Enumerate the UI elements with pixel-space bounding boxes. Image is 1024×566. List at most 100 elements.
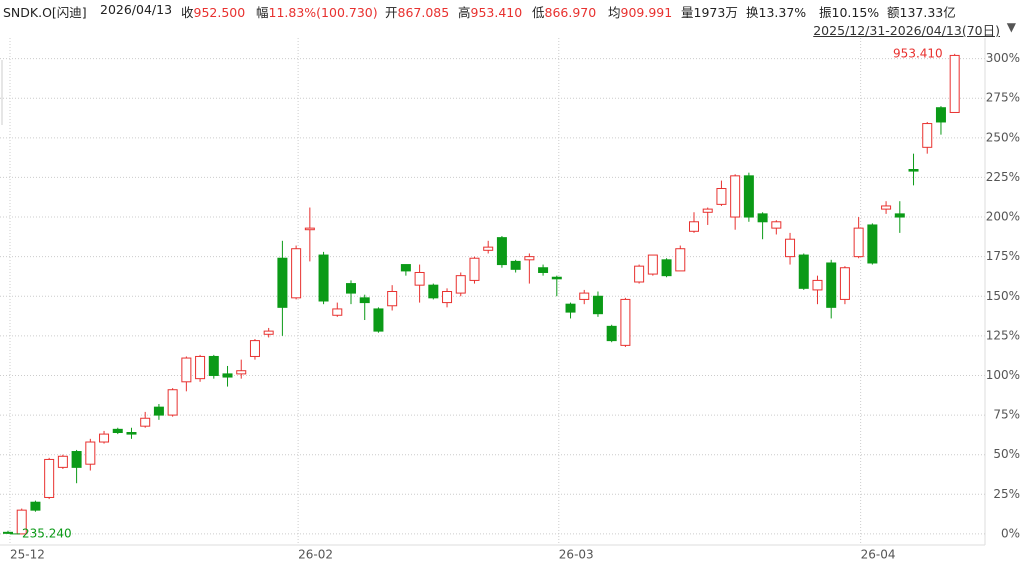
date: 2026/04/13 (100, 2, 173, 17)
candle-body (538, 267, 549, 273)
candle-body (661, 259, 672, 277)
candle-body (798, 254, 809, 289)
quote-value: 137.33亿 (899, 5, 956, 20)
quote-label: 换 (746, 5, 759, 20)
candle-body (400, 264, 411, 272)
candle-body (277, 257, 288, 308)
candle-body (881, 205, 892, 210)
quote-item: 振10.15% (819, 2, 879, 21)
y-tick-label: 150% (986, 289, 1020, 303)
symbol: SNDK.O[闪迪] (3, 5, 87, 20)
candle-body (44, 458, 55, 498)
quote-label: 收 (181, 5, 194, 20)
candle-body (195, 355, 206, 380)
candle-body (359, 297, 370, 304)
candle-body (634, 265, 645, 283)
candle-body (112, 428, 123, 434)
candle-body (935, 107, 946, 123)
y-tick-label: 225% (986, 170, 1020, 184)
y-tick-label: 125% (986, 328, 1020, 342)
candle-body (771, 221, 782, 229)
quote-item: 高953.410 (458, 2, 522, 21)
candle-body (304, 227, 315, 231)
candle-body (730, 175, 741, 218)
candle-body (373, 308, 384, 332)
candle-body (853, 227, 864, 258)
candle-body (332, 308, 343, 316)
candle-body (57, 455, 68, 468)
quote-value: 1973万 (693, 5, 738, 20)
candle-body (620, 298, 631, 346)
candle-body (126, 432, 137, 435)
candle-body (346, 283, 356, 294)
quote-item: 开867.085 (385, 2, 449, 21)
quote-label: 振 (819, 5, 832, 20)
quote-value: 11.83%(100.730) (268, 5, 378, 20)
candle-body (551, 276, 562, 280)
candle-body (85, 441, 96, 465)
quote-item: 收952.500 (181, 2, 245, 21)
candle-body (167, 389, 178, 416)
y-tick-label: 75% (993, 408, 1020, 422)
candle-body (496, 237, 507, 266)
candle-body (826, 262, 837, 308)
candle-body (249, 340, 260, 357)
annotation: 953.410 (893, 46, 943, 60)
quote-label: 高 (458, 5, 471, 20)
candle-body (222, 373, 233, 378)
candle-body (442, 291, 453, 304)
x-tick-label: 26-02 (298, 548, 333, 562)
candle-body (675, 248, 686, 272)
quote-label: 量 (681, 5, 694, 20)
candle-body (606, 325, 617, 342)
candle-body (867, 224, 878, 264)
quote-label: 低 (532, 5, 545, 20)
candle-body (414, 271, 425, 286)
y-tick-label: 50% (993, 447, 1020, 461)
candle-body (743, 175, 754, 218)
candle-body (153, 406, 164, 416)
candle-body (16, 509, 27, 535)
quote-label: 额 (887, 5, 900, 20)
candle-body (565, 303, 576, 313)
candle-body (208, 355, 219, 376)
candle-body (592, 295, 603, 315)
quote-value: 10.15% (831, 5, 880, 20)
candle-body (908, 169, 919, 172)
candle-body (469, 257, 480, 281)
y-tick-label: 0% (1001, 526, 1020, 540)
quote-item: 额137.33亿 (887, 2, 956, 21)
quote-item: 幅11.83%(100.730) (256, 2, 378, 21)
y-tick-label: 100% (986, 368, 1020, 382)
candle-body (702, 208, 713, 213)
candle-body (71, 451, 82, 468)
candle-body (949, 54, 960, 113)
candle-body (510, 260, 521, 270)
quote-item: 低866.970 (532, 2, 596, 21)
candle-body (455, 275, 466, 294)
candle-body (140, 417, 151, 427)
candle-body (99, 433, 110, 443)
candle-body (263, 330, 274, 335)
candle-body (812, 279, 823, 291)
quote-value: 952.500 (193, 5, 246, 20)
candle-body (291, 248, 302, 299)
quote-label: 开 (385, 5, 398, 20)
candle-body (579, 292, 590, 300)
candle-body (3, 531, 13, 534)
x-tick-label: 26-03 (559, 548, 594, 562)
range-dropdown[interactable]: ▼ (1006, 20, 1016, 34)
quote-value: 909.991 (620, 5, 673, 20)
quote-value: 953.410 (470, 5, 523, 20)
candle-body (689, 221, 699, 232)
candle-body (318, 254, 329, 302)
date-range[interactable]: 2025/12/31-2026/04/13(70日) (813, 23, 1000, 38)
y-tick-label: 25% (993, 487, 1020, 501)
candle-body (181, 357, 192, 383)
quote-label: 幅 (256, 5, 269, 20)
y-tick-label: 175% (986, 249, 1020, 263)
quote-item: 量1973万 (681, 2, 738, 21)
y-tick-label: 250% (986, 130, 1020, 144)
